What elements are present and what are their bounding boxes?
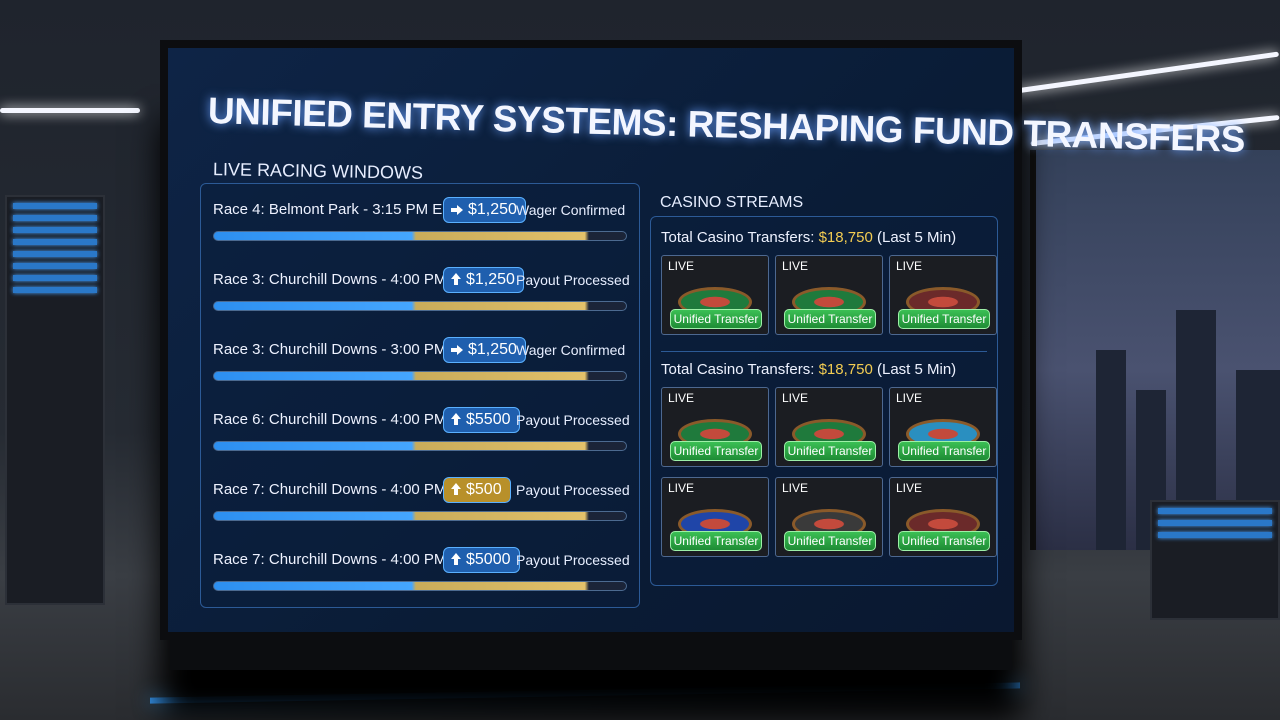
summary-amount: $18,750 (818, 229, 873, 246)
progress-bar (213, 441, 627, 451)
console (1150, 500, 1280, 620)
amount: $1,250 (468, 201, 517, 218)
stream-tile: LIVE Unified Transfer (775, 387, 883, 467)
amount-badge: $500 (443, 477, 511, 503)
stream-tile: LIVE Unified Transfer (661, 477, 769, 557)
status: Wager Confirmed (516, 342, 626, 358)
stream-tile: LIVE Unified Transfer (889, 255, 997, 335)
window (1030, 150, 1280, 550)
summary-period: (Last 5 Min) (876, 361, 957, 378)
display-screen: UNIFIED ENTRY SYSTEMS: RESHAPING FUND TR… (160, 40, 1245, 640)
live-badge: LIVE (668, 391, 695, 405)
race-label: Race 7: Churchill Downs - 4:00 PM EST (213, 481, 480, 498)
amount: $1,250 (466, 271, 515, 288)
racing-panel: Race 4: Belmont Park - 3:15 PM EST $1,250… (200, 183, 640, 608)
race-row: Race 3: Churchill Downs - 4:00 PM EST $1,… (213, 267, 630, 321)
title: UNIFIED ENTRY SYSTEMS: RESHAPING FUND TR… (207, 90, 1246, 160)
race-row: Race 7: Churchill Downs - 4:00 PM EST $50… (213, 547, 630, 601)
transfer-button[interactable]: Unified Transfer (784, 441, 876, 461)
progress-bar (213, 581, 627, 591)
summary-label: Total Casino Transfers: (661, 361, 815, 378)
arrow-icon (451, 345, 463, 355)
transfer-button[interactable]: Unified Transfer (898, 531, 990, 551)
progress-bar (213, 231, 627, 241)
stream-tile: LIVE Unified Transfer (661, 387, 769, 467)
transfer-summary: Total Casino Transfers: $18,750 (Last 5 … (661, 229, 956, 246)
race-label: Race 3: Churchill Downs - 4:00 PM EST (213, 271, 480, 288)
progress-bar (213, 371, 627, 381)
stream-tile: LIVE Unified Transfer (889, 477, 997, 557)
arrow-icon (451, 205, 463, 215)
amount-badge: $5000 (443, 547, 520, 573)
amount: $1,250 (468, 341, 517, 358)
progress-bar (213, 511, 627, 521)
live-badge: LIVE (782, 391, 809, 405)
amount-badge: $1,250 (443, 197, 526, 223)
live-badge: LIVE (896, 391, 923, 405)
arrow-icon (451, 553, 461, 565)
amount: $5500 (466, 411, 511, 428)
amount: $5000 (466, 551, 511, 568)
live-badge: LIVE (896, 259, 923, 273)
race-label: Race 4: Belmont Park - 3:15 PM EST (213, 201, 462, 218)
live-badge: LIVE (668, 481, 695, 495)
race-label: Race 6: Churchill Downs - 4:00 PM EST (213, 411, 480, 428)
stream-tile: LIVE Unified Transfer (775, 477, 883, 557)
stream-tile: LIVE Unified Transfer (775, 255, 883, 335)
arrow-icon (451, 273, 461, 285)
transfer-button[interactable]: Unified Transfer (670, 309, 762, 329)
live-badge: LIVE (668, 259, 695, 273)
ceiling-light (0, 108, 140, 113)
transfer-button[interactable]: Unified Transfer (670, 531, 762, 551)
casino-panel: Total Casino Transfers: $18,750 (Last 5 … (650, 216, 998, 586)
section-title: LIVE RACING WINDOWS (212, 159, 424, 183)
transfer-button[interactable]: Unified Transfer (898, 309, 990, 329)
section-title: CASINO STREAMS (660, 194, 804, 211)
race-row: Race 3: Churchill Downs - 3:00 PM EST $1,… (213, 337, 627, 391)
progress-bar (213, 301, 627, 311)
status: Payout Processed (516, 482, 630, 498)
status: Payout Processed (516, 272, 630, 288)
transfer-button[interactable]: Unified Transfer (784, 531, 876, 551)
amount-badge: $1,250 (443, 267, 524, 293)
transfer-button[interactable]: Unified Transfer (898, 441, 990, 461)
race-row: Race 7: Churchill Downs - 4:00 PM EST $50… (213, 477, 630, 531)
stream-tile: LIVE Unified Transfer (661, 255, 769, 335)
status: Wager Confirmed (516, 202, 626, 218)
transfer-button[interactable]: Unified Transfer (670, 441, 762, 461)
summary-label: Total Casino Transfers: (661, 229, 815, 246)
ceiling-light (1015, 51, 1280, 94)
arrow-icon (451, 483, 461, 495)
transfer-button[interactable]: Unified Transfer (784, 309, 876, 329)
summary-amount: $18,750 (818, 361, 873, 378)
live-badge: LIVE (782, 259, 809, 273)
transfer-summary: Total Casino Transfers: $18,750 (Last 5 … (661, 361, 956, 378)
amount-badge: $1,250 (443, 337, 526, 363)
amount-badge: $5500 (443, 407, 520, 433)
live-badge: LIVE (896, 481, 923, 495)
divider (661, 351, 987, 352)
race-row: Race 4: Belmont Park - 3:15 PM EST $1,250… (213, 197, 627, 251)
race-row: Race 6: Churchill Downs - 4:00 PM EST $55… (213, 407, 630, 461)
amount: $500 (466, 481, 502, 498)
summary-period: (Last 5 Min) (876, 229, 957, 246)
race-label: Race 7: Churchill Downs - 4:00 PM EST (213, 551, 480, 568)
status: Payout Processed (516, 552, 630, 568)
race-label: Race 3: Churchill Downs - 3:00 PM EST (213, 341, 480, 358)
stream-tile: LIVE Unified Transfer (889, 387, 997, 467)
live-badge: LIVE (782, 481, 809, 495)
floor-glow (150, 682, 1020, 704)
server-rack (5, 195, 105, 605)
status: Payout Processed (516, 412, 630, 428)
arrow-icon (451, 413, 461, 425)
